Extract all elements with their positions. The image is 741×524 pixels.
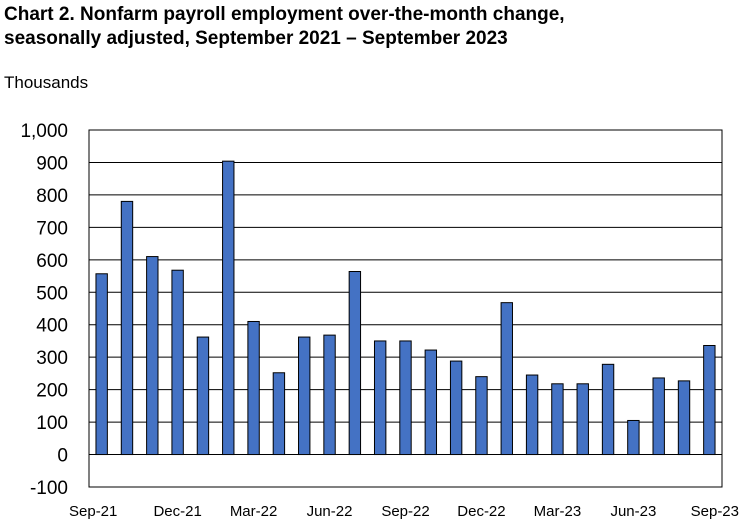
- y-tick-label: 700: [36, 218, 68, 239]
- bar-apr-23: [576, 383, 589, 456]
- bar-mar-23: [551, 383, 564, 456]
- bar-jul-22: [348, 271, 362, 456]
- bar-sep-23: [703, 344, 716, 456]
- bar-feb-23: [525, 374, 539, 456]
- bar-oct-21: [120, 200, 134, 456]
- x-tick-label: Dec-22: [457, 503, 505, 520]
- bar-jan-23: [500, 302, 513, 456]
- bar-jun-22: [323, 334, 336, 456]
- bar-jul-23: [652, 377, 665, 456]
- bars: [95, 160, 716, 456]
- bar-may-23: [601, 363, 615, 456]
- chart-title-line-2: seasonally adjusted, September 2021 – Se…: [4, 28, 508, 49]
- x-tick-label: Jun-23: [610, 503, 656, 520]
- y-tick-label: 500: [36, 283, 68, 304]
- bar-jun-23: [627, 419, 640, 456]
- bar-nov-21: [146, 256, 159, 456]
- x-tick-label: Sep-22: [381, 503, 429, 520]
- bar-dec-21: [171, 269, 184, 456]
- chart-title-line-1: Chart 2. Nonfarm payroll employment over…: [4, 4, 565, 25]
- y-tick-label: 400: [36, 316, 68, 337]
- y-axis-label: Thousands: [4, 73, 89, 92]
- bar-dec-22: [475, 376, 488, 456]
- y-tick-label: 1,000: [20, 121, 68, 142]
- x-tick-label: Dec-21: [153, 503, 201, 520]
- bar-sep-21: [95, 273, 108, 456]
- x-tick-label: Jun-22: [307, 503, 353, 520]
- y-tick-label: 900: [36, 153, 68, 174]
- y-tick-label: 100: [36, 413, 68, 434]
- bar-may-22: [298, 336, 311, 456]
- bar-apr-22: [272, 372, 286, 456]
- chart-title: Chart 2. Nonfarm payroll employment over…: [4, 3, 739, 51]
- y-tick-label: -100: [30, 478, 68, 499]
- y-tick-label: 300: [36, 348, 68, 369]
- bar-mar-22: [247, 320, 260, 456]
- y-tick-labels: -100 0 100 200 300 400 500 600 700 800 900 1,000: [20, 121, 68, 499]
- y-tick-label: 800: [36, 186, 68, 207]
- y-tick-label: 600: [36, 251, 68, 272]
- y-tick-label: 200: [36, 381, 68, 402]
- bar-aug-23: [677, 380, 691, 456]
- bar-aug-22: [373, 340, 387, 456]
- bar-nov-22: [449, 360, 463, 456]
- plot-area-frame: [88, 129, 723, 488]
- x-tick-label: Mar-23: [534, 503, 582, 520]
- x-tick-label: Mar-22: [230, 503, 278, 520]
- x-tick-label: Sep-23: [691, 503, 739, 520]
- bar-feb-22: [222, 160, 235, 456]
- x-tick-labels: Sep-21 Dec-21 Mar-22 Jun-22 Sep-22 Dec-22 Mar-…: [69, 503, 739, 520]
- bar-jan-22: [196, 336, 210, 456]
- x-tick-label: Sep-21: [69, 503, 117, 520]
- bar-sep-22: [399, 340, 412, 456]
- y-tick-label: 0: [57, 446, 68, 467]
- bar-oct-22: [424, 349, 438, 456]
